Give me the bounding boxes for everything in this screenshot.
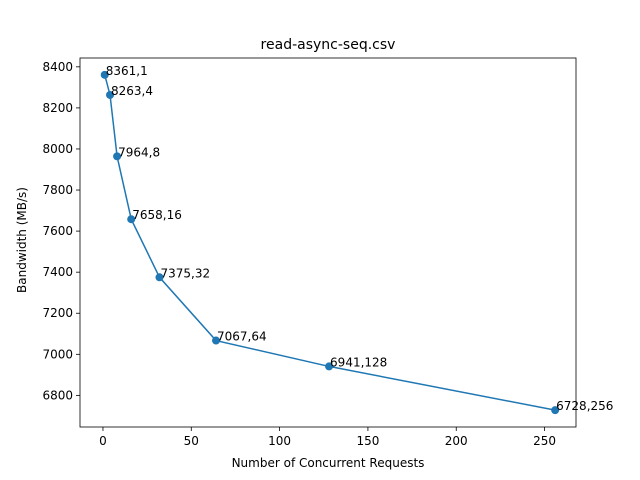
y-tick-label: 7000 — [42, 347, 73, 361]
data-point — [212, 336, 221, 345]
data-label: 6728,256 — [556, 399, 613, 413]
data-label: 8361,1 — [106, 64, 148, 78]
data-point — [106, 90, 115, 99]
y-tick-label: 7800 — [42, 183, 73, 197]
x-axis-label: Number of Concurrent Requests — [232, 456, 425, 470]
data-point — [127, 215, 136, 224]
series-line — [104, 74, 556, 411]
data-label: 7964,8 — [118, 145, 160, 159]
data-point — [551, 406, 560, 415]
plot-area: 0 50 100 150 200 250 6800 7000 7200 7400 7600 7800 8… — [42, 57, 613, 448]
x-tick-label: 0 — [99, 434, 107, 448]
y-tick-label: 7400 — [42, 265, 73, 279]
data-label: 7375,32 — [160, 266, 210, 280]
data-label: 8263,4 — [111, 84, 153, 98]
x-tick-label: 50 — [184, 434, 199, 448]
y-tick-label: 8200 — [42, 101, 73, 115]
data-label: 6941,128 — [330, 355, 387, 369]
x-tick-label: 200 — [445, 434, 468, 448]
data-point — [325, 362, 334, 371]
axes-frame — [79, 57, 577, 428]
chart-title: read-async-seq.csv — [261, 37, 396, 53]
data-label: 7067,64 — [217, 330, 267, 344]
data-label: 7658,16 — [132, 208, 182, 222]
y-tick-label: 7600 — [42, 224, 73, 238]
data-point — [113, 152, 122, 161]
y-tick-label: 8400 — [42, 60, 73, 74]
x-tick-label: 250 — [533, 434, 556, 448]
data-point — [155, 273, 164, 282]
y-tick-label: 6800 — [42, 388, 73, 402]
data-point — [100, 70, 109, 79]
y-axis-label: Bandwidth (MB/s) — [15, 187, 29, 293]
x-tick-label: 150 — [356, 434, 379, 448]
y-tick-label: 7200 — [42, 306, 73, 320]
y-tick-label: 8000 — [42, 142, 73, 156]
x-tick-label: 100 — [268, 434, 291, 448]
